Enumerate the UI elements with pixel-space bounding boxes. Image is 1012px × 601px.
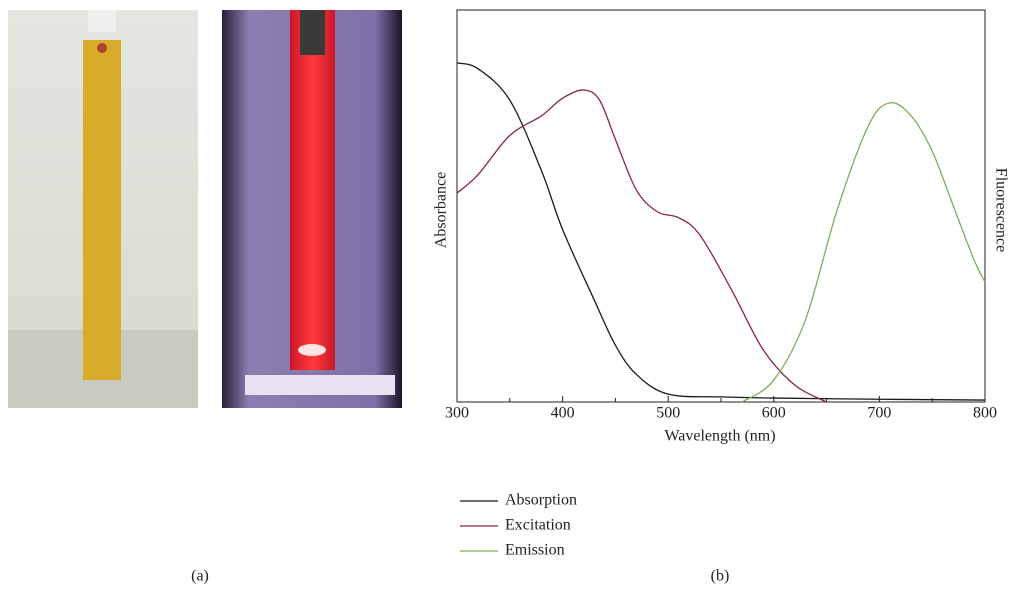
photo-left bbox=[8, 10, 198, 408]
series-line bbox=[456, 89, 827, 403]
plot-frame bbox=[456, 9, 986, 403]
legend-label: Excitation bbox=[505, 517, 571, 534]
x-tick-label: 600 bbox=[762, 405, 786, 422]
x-tick-label: 300 bbox=[445, 405, 469, 422]
series-line bbox=[456, 62, 986, 401]
y2-axis-label: Fluorescence bbox=[992, 168, 1009, 252]
x-tick-label: 400 bbox=[551, 405, 575, 422]
legend-label: Absorption bbox=[505, 492, 577, 509]
panel-label: (b) bbox=[711, 568, 730, 585]
photo-right bbox=[222, 10, 402, 408]
legend-label: Emission bbox=[505, 542, 565, 559]
x-tick-label: 700 bbox=[867, 405, 891, 422]
panel-label: (a) bbox=[191, 568, 209, 585]
x-axis-label: Wavelength (nm) bbox=[664, 428, 775, 445]
series-line bbox=[741, 102, 986, 403]
x-tick-label: 800 bbox=[973, 405, 997, 422]
y-axis-label: Absorbance bbox=[433, 172, 450, 248]
x-tick-label: 500 bbox=[656, 405, 680, 422]
